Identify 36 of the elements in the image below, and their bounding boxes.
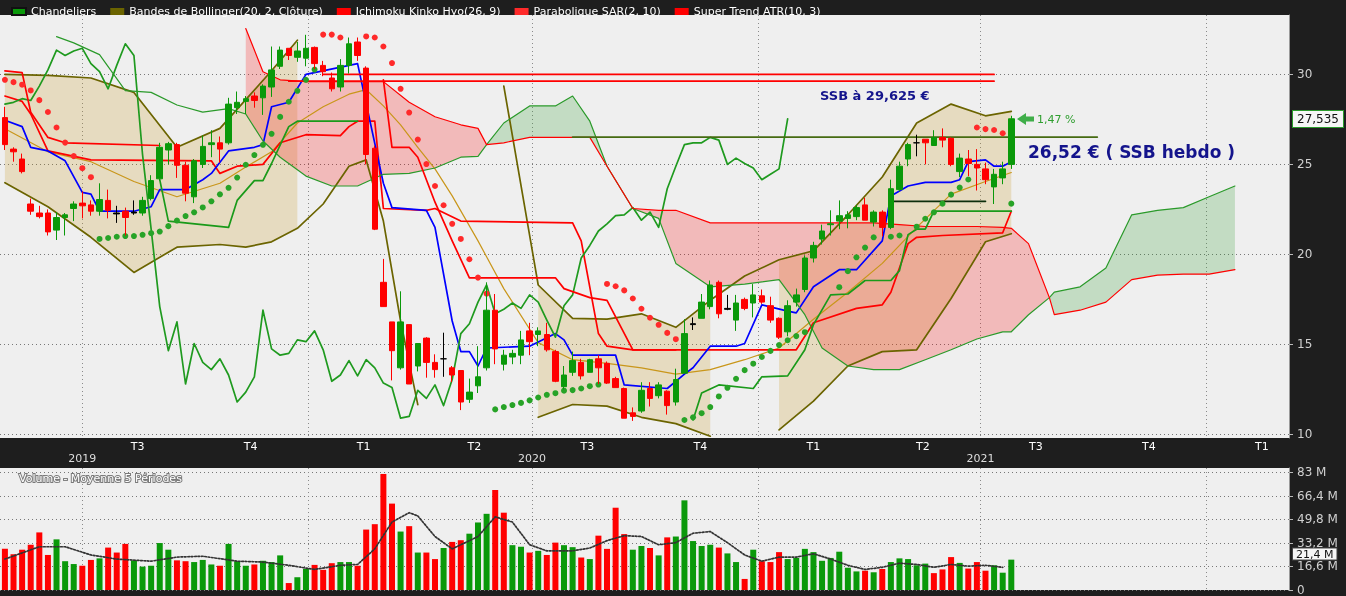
y-tick-label: 30 bbox=[1297, 67, 1313, 82]
x-tick-label: T4 bbox=[242, 440, 258, 453]
text: 21,4 M bbox=[1296, 547, 1334, 561]
annotation: 26,52 € ( SSB hebdo ) bbox=[1028, 142, 1236, 162]
annotation: 1,47 % bbox=[1037, 112, 1076, 126]
y-tick-label: 20 bbox=[1297, 247, 1313, 262]
y-tick-label: 16,6 M bbox=[1297, 559, 1338, 574]
x2-tick-label: 2020 bbox=[518, 452, 547, 465]
x-tick-label: T3 bbox=[129, 440, 145, 453]
y-tick-label: 0 bbox=[1297, 583, 1305, 596]
y-tick-label: 10 bbox=[1297, 427, 1313, 442]
legend-label: Parabolique SAR(2, 10) bbox=[533, 5, 661, 18]
chart-title: Volume - Moyenne 5 Périodes bbox=[19, 472, 183, 485]
y-tick-label: 15 bbox=[1297, 337, 1313, 352]
x-tick-label: T1 bbox=[805, 440, 821, 453]
legend-label: Ichimoku Kinko Hyo(26, 9) bbox=[355, 5, 501, 18]
x-tick-label: T3 bbox=[579, 440, 595, 453]
x-tick-label: T1 bbox=[355, 440, 371, 453]
x2-tick-label: 2021 bbox=[966, 452, 995, 465]
x-tick-label: T1 bbox=[1254, 440, 1269, 453]
y-tick-label: 33,2 M bbox=[1297, 535, 1338, 550]
x-tick-label: T4 bbox=[1141, 440, 1156, 453]
y-tick-label: 83 M bbox=[1297, 465, 1327, 480]
legend-label: Bandes de Bollinger(20, 2, Clôture) bbox=[129, 5, 323, 18]
y-tick-label: 66,4 M bbox=[1297, 488, 1338, 503]
x-tick-label: T2 bbox=[914, 440, 930, 453]
x-tick-label: T3 bbox=[1028, 440, 1043, 453]
legend-label: Super Trend ATR(10, 3) bbox=[693, 5, 821, 18]
x2-tick-label: 2019 bbox=[68, 452, 97, 465]
x-tick-label: T4 bbox=[692, 440, 708, 453]
x-tick-label: T2 bbox=[466, 440, 482, 453]
text: 27,535 bbox=[1297, 112, 1339, 126]
annotation: SSB à 29,625 € bbox=[820, 87, 930, 103]
y-tick-label: 49,8 M bbox=[1297, 512, 1338, 527]
legend-label: Chandeliers bbox=[31, 5, 97, 18]
y-tick-label: 25 bbox=[1297, 157, 1313, 172]
